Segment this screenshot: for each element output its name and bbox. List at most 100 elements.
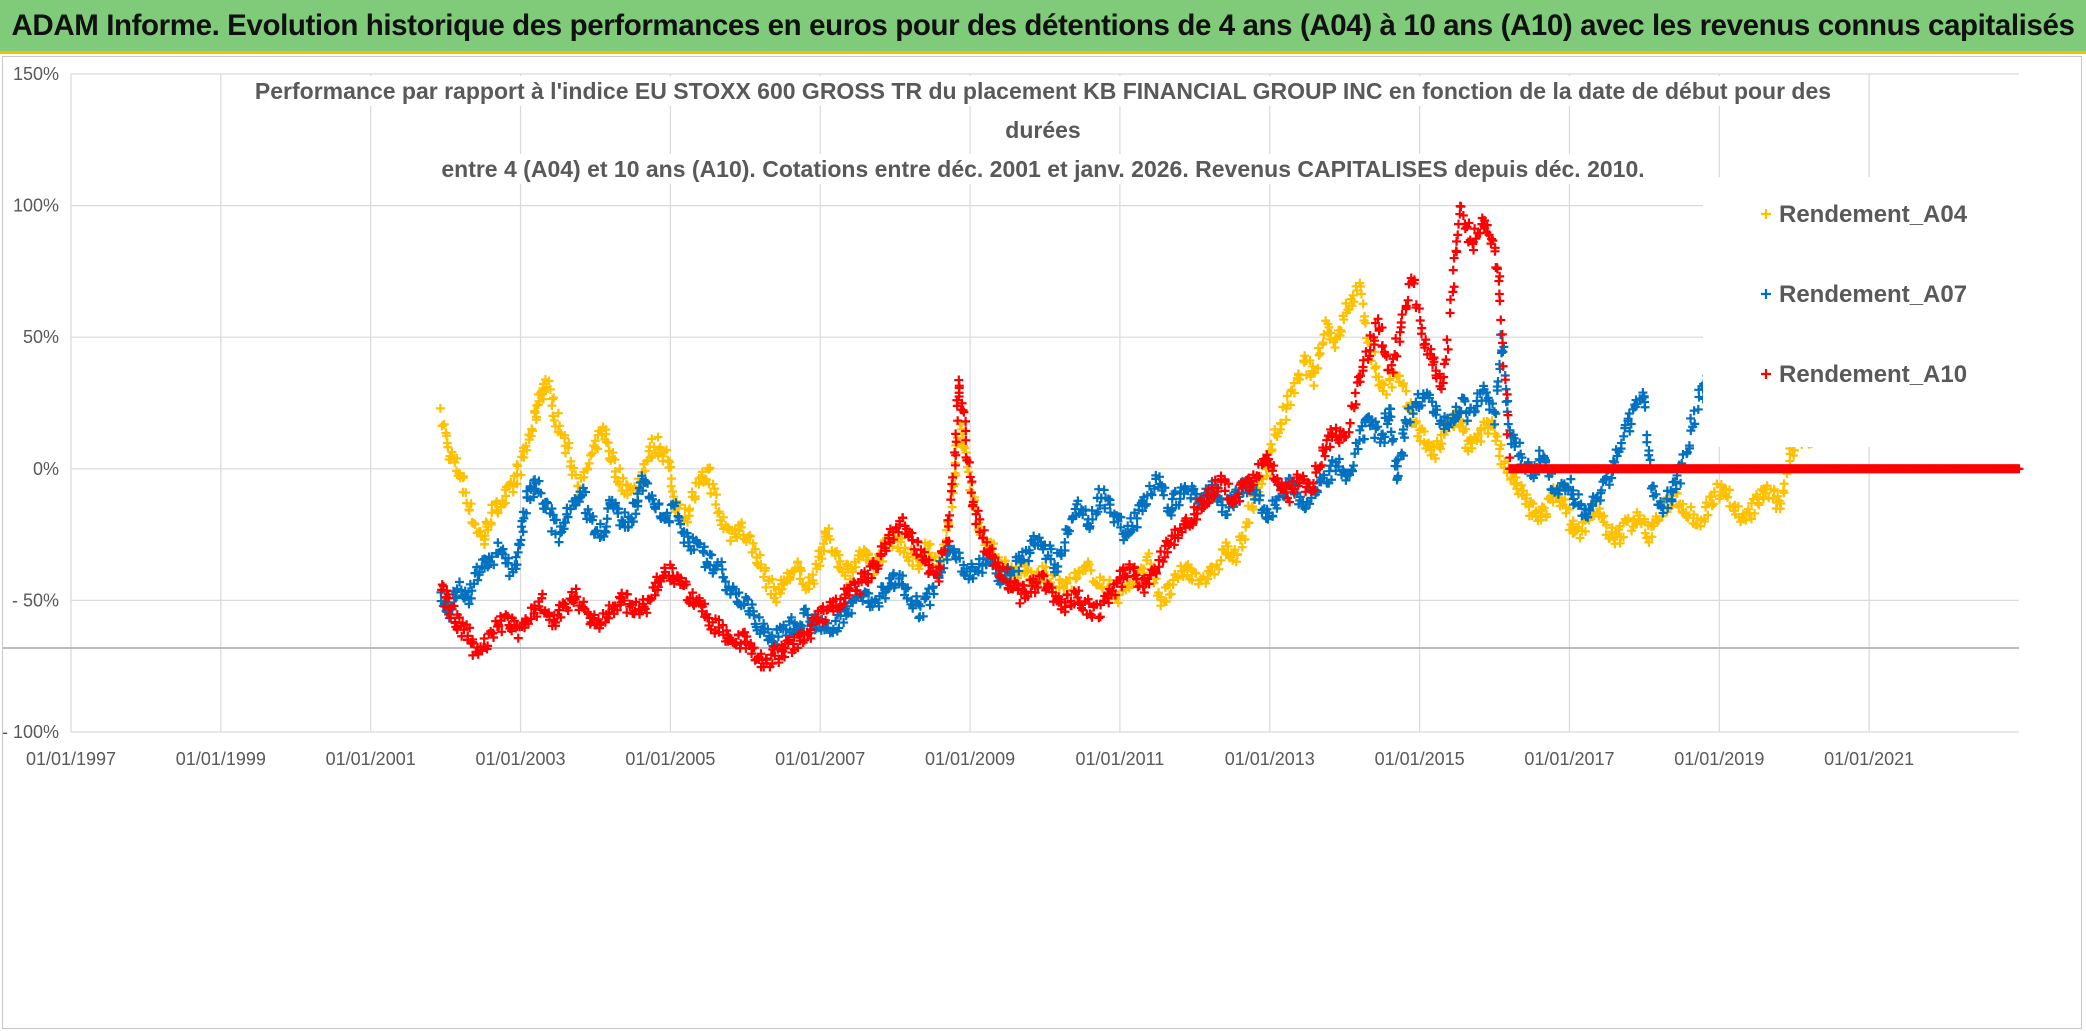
data-point: [1497, 329, 1507, 339]
data-point: [1625, 426, 1635, 436]
data-point: [513, 461, 523, 471]
legend-label: Rendement_A10: [1779, 361, 1967, 388]
data-point: [1173, 573, 1183, 583]
data-point: [1644, 537, 1654, 547]
data-point: [1399, 451, 1409, 461]
data-point: [1458, 210, 1468, 220]
data-point: [1167, 494, 1177, 504]
data-point: [444, 593, 454, 603]
data-point: [1442, 335, 1452, 345]
data-point: [1046, 544, 1056, 554]
data-point: [965, 472, 975, 482]
data-point: [1502, 389, 1512, 399]
data-point: [462, 592, 472, 602]
data-point: [707, 550, 717, 560]
data-point: [643, 478, 653, 488]
y-tick-label: 0%: [33, 459, 59, 479]
data-point: [987, 544, 997, 554]
data-point: [944, 510, 954, 520]
data-point: [610, 455, 620, 465]
data-point: [536, 488, 546, 498]
data-point: [1295, 375, 1305, 385]
y-tick-label: - 50%: [12, 590, 59, 610]
data-point: [1095, 612, 1105, 622]
data-point: [1384, 404, 1394, 414]
data-point: [1162, 547, 1172, 557]
x-tick-label: 01/01/1997: [26, 749, 116, 769]
data-point: [998, 563, 1008, 573]
data-point: [796, 566, 806, 576]
data-point: [722, 625, 732, 635]
data-point: [1492, 264, 1502, 274]
x-tick-label: 01/01/2019: [1674, 749, 1764, 769]
data-point: [1470, 406, 1480, 416]
data-point: [1095, 500, 1105, 510]
data-point: [461, 488, 471, 498]
data-point: [839, 618, 849, 628]
data-point: [647, 434, 657, 444]
data-point: [1267, 445, 1277, 455]
data-point: [459, 471, 469, 481]
legend-marker: [1761, 289, 1771, 299]
data-point: [593, 444, 603, 454]
chart-area: 150% 100% 50% 0% - 50% - 100% 01/01/1997 01/01/…: [2, 56, 2082, 1029]
data-point: [1212, 560, 1222, 570]
data-point: [1769, 486, 1779, 496]
data-point: [1632, 399, 1642, 409]
data-point: [534, 476, 544, 486]
x-tick-label: 01/01/2017: [1524, 749, 1614, 769]
data-point: [628, 517, 638, 527]
data-point: [1723, 492, 1733, 502]
data-point: [756, 649, 766, 659]
data-point: [521, 441, 531, 451]
data-point: [1588, 501, 1598, 511]
data-point: [1498, 338, 1508, 348]
data-point: [1244, 518, 1254, 528]
data-point: [1707, 500, 1717, 510]
data-point: [1460, 396, 1470, 406]
data-point: [1168, 575, 1178, 585]
data-point: [1083, 594, 1093, 604]
data-point: [934, 576, 944, 586]
data-point: [1064, 526, 1074, 536]
data-point: [1386, 412, 1396, 422]
data-point: [588, 511, 598, 521]
data-point: [1350, 449, 1360, 459]
data-point: [1405, 417, 1415, 427]
data-point: [563, 443, 573, 453]
data-point: [466, 593, 476, 603]
x-tick-label: 01/01/2015: [1375, 749, 1465, 769]
data-point: [1498, 347, 1508, 357]
data-point: [1229, 498, 1239, 508]
data-point: [1416, 329, 1426, 339]
data-point: [1353, 444, 1363, 454]
data-point: [1116, 512, 1126, 522]
data-point: [1627, 526, 1637, 536]
data-point: [1139, 587, 1149, 597]
data-point: [1174, 500, 1184, 510]
data-point: [640, 604, 650, 614]
data-point: [1430, 454, 1440, 464]
data-point: [566, 456, 576, 466]
data-point: [1315, 462, 1325, 472]
data-point: [1380, 347, 1390, 357]
data-point: [815, 561, 825, 571]
report-header: ADAM Informe. Evolution historique des p…: [0, 0, 2086, 54]
data-point: [1453, 230, 1463, 240]
data-point: [1564, 504, 1574, 514]
data-point: [793, 643, 803, 653]
data-point: [583, 464, 593, 474]
data-point: [1495, 296, 1505, 306]
chart-title: Performance par rapport à l'indice EU ST…: [246, 76, 1840, 184]
data-point: [1175, 494, 1185, 504]
data-point: [1308, 478, 1318, 488]
data-point: [1534, 446, 1544, 456]
data-point: [873, 564, 883, 574]
data-point: [601, 429, 611, 439]
data-point: [594, 623, 604, 633]
data-point: [1676, 478, 1686, 488]
data-point: [1585, 505, 1595, 515]
data-point: [915, 601, 925, 611]
data-point: [464, 505, 474, 515]
data-point: [668, 487, 678, 497]
